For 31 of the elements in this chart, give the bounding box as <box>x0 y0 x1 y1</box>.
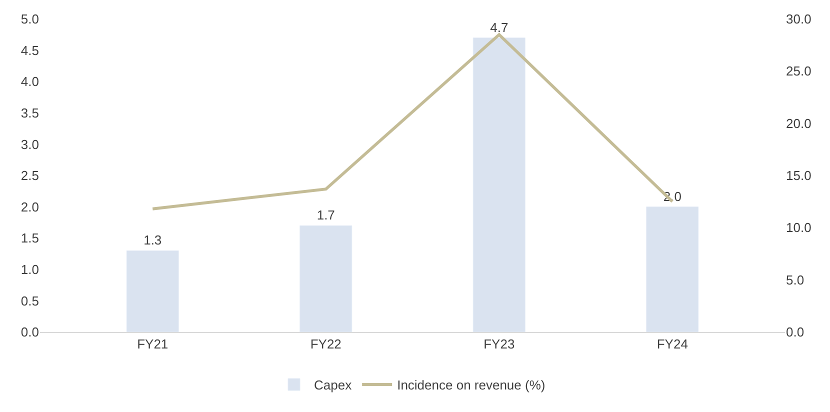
data-label: 1.7 <box>316 208 335 223</box>
x-tick-label: FY21 <box>137 336 168 352</box>
bar <box>472 38 526 332</box>
y-tick-label: 2.5 <box>20 168 39 184</box>
bar <box>126 250 179 332</box>
y-tick-label: 4.5 <box>20 42 39 58</box>
y-tick-label: 0.5 <box>20 293 39 308</box>
y-tick-label: 4.0 <box>20 74 39 90</box>
y-tick-label: 1.0 <box>20 262 39 277</box>
y-tick-label: 0.0 <box>20 324 39 340</box>
y2-tick-label: 30.0 <box>786 12 812 27</box>
y-tick-label: 1.5 <box>20 230 39 246</box>
y2-tick-label: 15.0 <box>786 168 812 184</box>
data-label: 4.7 <box>490 20 508 35</box>
y-tick-label: 3.5 <box>20 105 39 120</box>
bar <box>300 225 352 332</box>
data-label: 1.3 <box>144 232 162 248</box>
legend-label: Capex <box>314 378 352 393</box>
y2-tick-label: 20.0 <box>786 116 812 131</box>
x-tick-label: FY24 <box>656 336 688 352</box>
y-tick-label: 2.0 <box>20 199 39 214</box>
x-tick-label: FY23 <box>484 336 515 352</box>
legend-label: Incidence on revenue (%) <box>397 378 546 393</box>
y-tick-label: 5.0 <box>20 12 39 27</box>
y2-tick-label: 5.0 <box>786 272 804 288</box>
y-tick-label: 3.0 <box>20 136 39 152</box>
y2-tick-label: 10.0 <box>786 220 812 236</box>
y2-tick-label: 25.0 <box>786 64 812 79</box>
x-tick-label: FY22 <box>310 336 342 352</box>
bar <box>646 206 699 332</box>
y2-tick-label: 0.0 <box>786 324 804 340</box>
